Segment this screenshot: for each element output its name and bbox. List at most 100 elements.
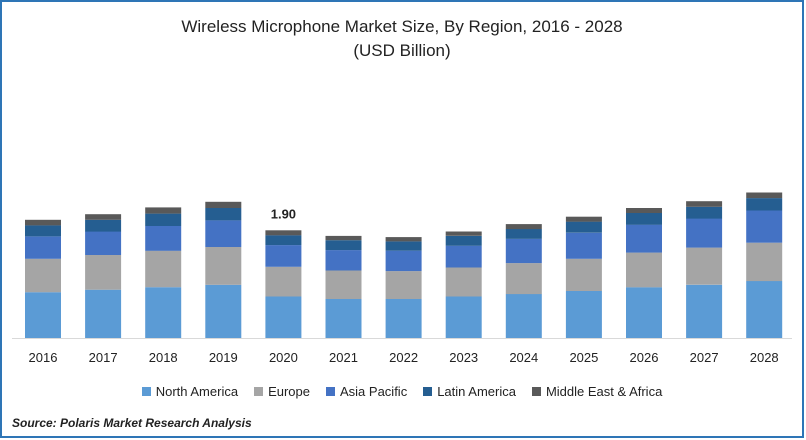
bar-2020-middle-east-africa <box>265 230 302 236</box>
bar-2016-europe <box>25 258 61 293</box>
legend-label: Asia Pacific <box>340 384 408 399</box>
legend-item-north-america: North America <box>141 384 239 399</box>
bar-2023-asia-pacific <box>445 245 482 268</box>
bar-2021-north-america <box>325 299 362 338</box>
bar-2024-europe <box>505 263 542 295</box>
bar-2028-north-america <box>746 281 783 338</box>
legend-item-europe: Europe <box>254 384 310 399</box>
x-tick-label-2025: 2025 <box>569 350 598 365</box>
bar-2022-north-america <box>385 299 422 338</box>
legend-swatch <box>141 387 151 396</box>
bar-2018-middle-east-africa <box>145 207 182 214</box>
legend-item-latin-america: Latin America <box>423 384 516 399</box>
data-label-2020: 1.90 <box>271 206 296 221</box>
chart-title: Wireless Microphone Market Size, By Regi… <box>181 17 623 36</box>
bar-2018-north-america <box>145 287 182 338</box>
legend-label: Europe <box>268 384 310 399</box>
legend-swatch <box>423 387 433 396</box>
bar-2028-asia-pacific <box>746 210 783 243</box>
bar-2020-north-america <box>265 296 302 338</box>
bar-2027-europe <box>686 247 723 285</box>
legend-swatch <box>531 387 541 396</box>
x-tick-label-2022: 2022 <box>389 350 418 365</box>
legend-label: Latin America <box>437 384 516 399</box>
bar-2021-asia-pacific <box>325 250 362 271</box>
bar-2020-latin-america <box>265 235 302 246</box>
bar-2028-europe <box>746 242 783 282</box>
bar-2027-asia-pacific <box>686 218 723 248</box>
bar-2019-middle-east-africa <box>205 201 242 208</box>
bar-2023-europe <box>445 267 482 297</box>
bar-2016-latin-america <box>25 225 61 237</box>
bar-2019-north-america <box>205 284 242 338</box>
bar-2016-north-america <box>25 292 61 338</box>
source-note: Source: Polaris Market Research Analysis <box>12 416 252 430</box>
bar-2022-middle-east-africa <box>385 237 422 242</box>
bar-2016-middle-east-africa <box>25 219 61 226</box>
bar-2024-north-america <box>505 294 542 338</box>
bar-2021-latin-america <box>325 240 362 251</box>
legend-swatch <box>254 387 264 396</box>
chart-legend: North America Europe Asia Pacific Latin Ame… <box>2 384 802 399</box>
chart-subtitle: (USD Billion) <box>353 41 451 60</box>
legend-label: North America <box>155 384 239 399</box>
bar-2028-latin-america <box>746 198 783 211</box>
x-tick-label-2020: 2020 <box>269 350 298 365</box>
bar-2023-middle-east-africa <box>445 231 482 236</box>
legend-item-asia-pacific: Asia Pacific <box>326 384 407 399</box>
x-tick-label-2023: 2023 <box>449 350 478 365</box>
bar-2022-europe <box>385 271 422 299</box>
bar-2022-asia-pacific <box>385 250 422 272</box>
bar-2024-latin-america <box>505 229 542 239</box>
bar-2026-north-america <box>626 287 662 338</box>
chart-plot: 2016 2017 2018 2019 2020 1.90 2021 2022 2023 2024… <box>12 192 792 365</box>
bar-2026-latin-america <box>626 213 662 225</box>
bar-2024-asia-pacific <box>505 239 542 264</box>
bar-2028-middle-east-africa <box>746 192 783 199</box>
bar-2018-europe <box>145 250 182 288</box>
bar-2024-middle-east-africa <box>505 224 542 230</box>
bar-2017-europe <box>85 255 122 290</box>
bar-2021-middle-east-africa <box>325 235 362 241</box>
x-tick-label-2017: 2017 <box>89 350 118 365</box>
bar-2020-asia-pacific <box>265 245 302 267</box>
legend-item-middle-east-africa: Middle East & Africa <box>531 384 663 399</box>
legend-swatch <box>326 387 335 396</box>
bar-2025-latin-america <box>565 221 602 233</box>
legend-label: Middle East & Africa <box>545 384 663 399</box>
x-tick-label-2016: 2016 <box>29 350 58 365</box>
x-tick-label-2028: 2028 <box>750 350 779 365</box>
bar-2017-latin-america <box>85 219 122 232</box>
bar-2025-north-america <box>565 291 602 338</box>
x-tick-label-2024: 2024 <box>509 350 538 365</box>
bar-2018-latin-america <box>145 213 182 226</box>
bar-2017-north-america <box>85 289 122 338</box>
bar-2025-asia-pacific <box>565 232 602 259</box>
bar-2019-asia-pacific <box>205 220 242 247</box>
bar-2022-latin-america <box>385 241 422 251</box>
bar-2027-north-america <box>686 284 723 338</box>
x-tick-label-2026: 2026 <box>630 350 659 365</box>
bar-2026-middle-east-africa <box>626 208 662 213</box>
bar-2017-middle-east-africa <box>85 214 122 220</box>
bar-2018-asia-pacific <box>145 226 182 251</box>
bar-2026-europe <box>626 252 662 288</box>
bar-2021-europe <box>325 270 362 299</box>
bar-2023-north-america <box>445 296 482 338</box>
bar-2027-middle-east-africa <box>686 201 723 207</box>
bar-2017-asia-pacific <box>85 231 122 255</box>
bar-2023-latin-america <box>445 235 482 246</box>
bar-2016-asia-pacific <box>25 236 61 259</box>
bar-2019-europe <box>205 247 242 285</box>
bar-2025-europe <box>565 258 602 291</box>
bar-2025-middle-east-africa <box>565 216 602 222</box>
x-tick-label-2027: 2027 <box>690 350 719 365</box>
x-tick-label-2019: 2019 <box>209 350 238 365</box>
bar-2027-latin-america <box>686 206 723 219</box>
bar-2020-europe <box>265 266 302 297</box>
x-tick-label-2021: 2021 <box>329 350 358 365</box>
x-tick-label-2018: 2018 <box>149 350 178 365</box>
bar-2019-latin-america <box>205 208 242 221</box>
bar-2026-asia-pacific <box>626 224 662 253</box>
